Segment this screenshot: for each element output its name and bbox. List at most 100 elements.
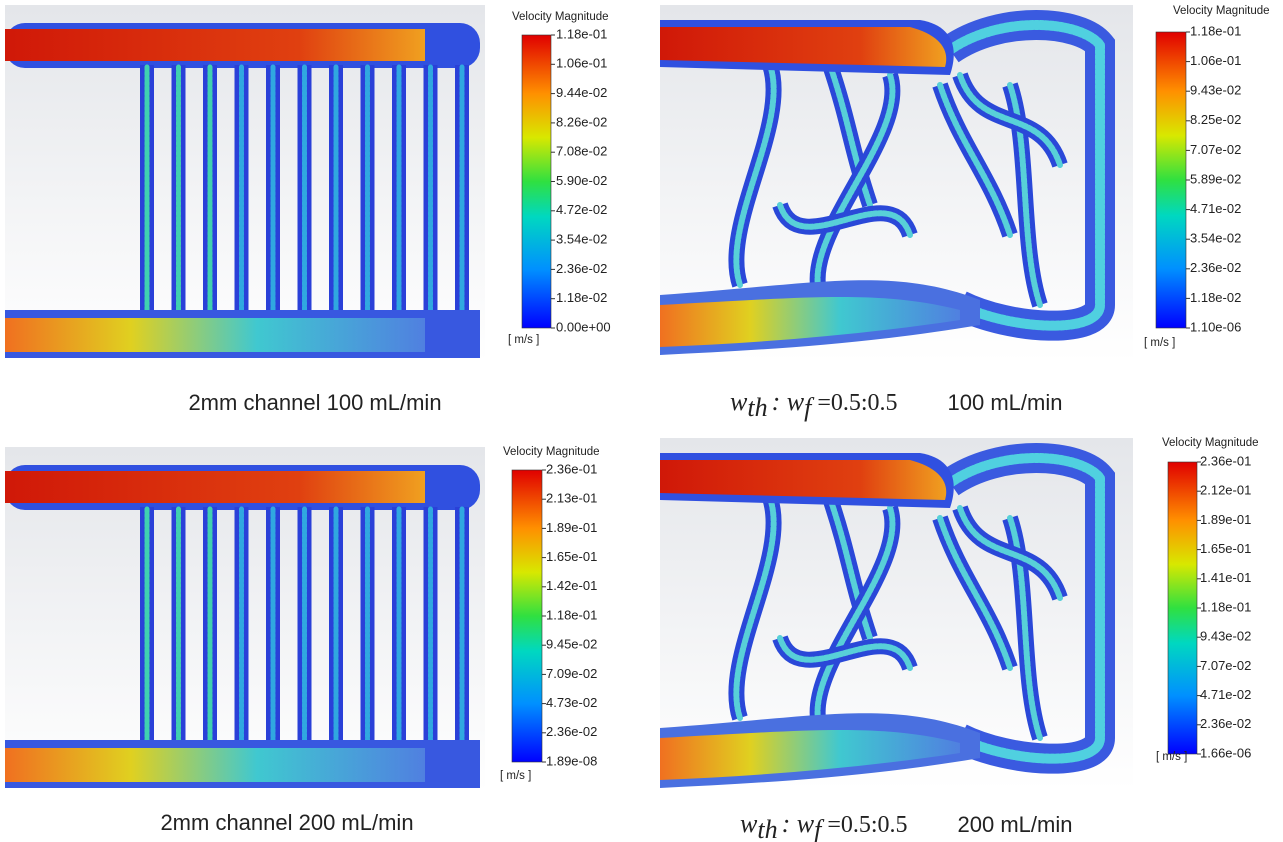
- ratio: =0.5:0.5: [827, 812, 907, 838]
- colorbar-label: 5.89e-02: [1190, 171, 1241, 186]
- flow-rate: 200 mL/min: [958, 812, 1073, 837]
- legend-unit: [ m/s ]: [1144, 337, 1175, 349]
- colorbar-label: 1.18e-02: [556, 290, 607, 305]
- flow-vectors: [777, 202, 913, 238]
- inlet-core: [660, 460, 947, 500]
- colorbar-label: 1.66e-06: [1200, 745, 1251, 760]
- separator: : w: [782, 809, 815, 838]
- subscript: f: [804, 393, 815, 422]
- colorbar-label: 9.43e-02: [1200, 629, 1251, 644]
- colorbar: [1155, 31, 1187, 329]
- colorbar-label: 9.43e-02: [1190, 83, 1241, 98]
- inlet-core: [5, 29, 425, 61]
- colorbar-label: 1.06e-01: [556, 56, 607, 71]
- legend-title: Velocity Magnitude: [1173, 5, 1270, 17]
- flow-vectors: [957, 505, 1063, 601]
- colorbar-label: 1.89e-01: [546, 520, 597, 535]
- outlet-core: [5, 318, 425, 352]
- colorbar-label: 7.09e-02: [546, 666, 597, 681]
- colorbar-label: 2.12e-01: [1200, 483, 1251, 498]
- colorbar-label: 7.07e-02: [1190, 142, 1241, 157]
- colorbar: [521, 34, 552, 329]
- flow-vectors: [957, 72, 1063, 168]
- colorbar-label: 8.25e-02: [1190, 112, 1241, 127]
- colorbar-label: 2.36e-02: [556, 261, 607, 276]
- subscript: th: [757, 815, 777, 842]
- subscript: th: [747, 393, 767, 422]
- colorbar-label: 1.42e-01: [546, 578, 597, 593]
- colorbar-label: 2.36e-02: [1200, 716, 1251, 731]
- colorbar-label: 1.18e-01: [556, 26, 607, 41]
- colorbar-label: 3.54e-02: [1190, 231, 1241, 246]
- colorbar-label: 7.07e-02: [1200, 658, 1251, 673]
- colorbar-label: 2.36e-01: [1200, 453, 1251, 468]
- flow-vectors: [827, 495, 873, 641]
- colorbar-label: 1.89e-01: [1200, 512, 1251, 527]
- inlet-core: [5, 471, 425, 503]
- separator: : w: [772, 387, 805, 416]
- subscript: f: [814, 815, 825, 842]
- colorbar-label: 3.54e-02: [556, 232, 607, 247]
- panel: Velocity Magnitude 1.18e-01 1.06e-01 9.43e-…: [660, 5, 1270, 422]
- flow-vectors: [945, 453, 1105, 764]
- colorbar-label: 8.26e-02: [556, 114, 607, 129]
- colorbar-label: 4.71e-02: [1190, 201, 1241, 216]
- colorbar-label: 2.36e-02: [546, 724, 597, 739]
- colorbar-label: 1.10e-06: [1190, 319, 1241, 334]
- caption: wth: wf =0.5:0.5 100 mL/min: [730, 387, 1062, 422]
- flow-vectors: [1007, 82, 1043, 308]
- flow-vectors: [937, 82, 1013, 238]
- colorbar-label: 9.44e-02: [556, 85, 607, 100]
- colorbar-label: 1.65e-01: [1200, 541, 1251, 556]
- outlet-core: [5, 748, 425, 782]
- colorbar-label: 4.72e-02: [556, 202, 607, 217]
- legend-title: Velocity Magnitude: [1162, 437, 1259, 449]
- colorbar-label: 1.41e-01: [1200, 570, 1251, 585]
- flow-vectors: [937, 515, 1013, 671]
- flow-vectors: [814, 505, 896, 731]
- inlet-core: [660, 27, 947, 67]
- symbol: w: [740, 809, 758, 838]
- colorbar-label: 9.45e-02: [546, 637, 597, 652]
- colorbar-label: 1.18e-01: [1200, 599, 1251, 614]
- legend-unit: [ m/s ]: [500, 770, 531, 782]
- flow-vectors: [733, 495, 777, 721]
- outlet-core: [660, 296, 960, 347]
- colorbar-label: 1.18e-01: [1190, 23, 1241, 38]
- colorbar-label: 4.71e-02: [1200, 687, 1251, 702]
- colorbar-label: 0.00e+00: [556, 319, 611, 334]
- colorbar-label: 4.73e-02: [546, 695, 597, 710]
- flow-vectors: [827, 62, 873, 208]
- flow-vectors: [733, 62, 777, 288]
- outlet-core: [660, 729, 960, 780]
- colorbar: [511, 469, 543, 763]
- colorbar-label: 5.90e-02: [556, 173, 607, 188]
- colorbar-label: 1.65e-01: [546, 549, 597, 564]
- caption: wth: wf =0.5:0.5 200 mL/min: [740, 809, 1072, 842]
- legend-title: Velocity Magnitude: [503, 446, 600, 458]
- ratio: =0.5:0.5: [817, 390, 897, 416]
- flow-vectors: [945, 20, 1105, 331]
- legend-unit: [ m/s ]: [508, 334, 539, 346]
- legend-unit: [ m/s ]: [1156, 751, 1187, 763]
- panel: Velocity Magnitude 2.36e-01 2.13e-01 1.89e-…: [5, 446, 600, 835]
- symbol: w: [730, 387, 748, 416]
- colorbar-label: 2.36e-01: [546, 461, 597, 476]
- caption: 2mm channel 100 mL/min: [188, 390, 441, 415]
- colorbar-label: 1.06e-01: [1190, 53, 1241, 68]
- flow-vectors: [777, 635, 913, 671]
- flow-rate: 100 mL/min: [948, 390, 1063, 415]
- flow-vectors: [814, 72, 896, 298]
- colorbar: [1167, 461, 1198, 755]
- legend-title: Velocity Magnitude: [512, 11, 609, 23]
- panel: Velocity Magnitude 2.36e-01 2.12e-01 1.89e-…: [660, 437, 1259, 842]
- colorbar-label: 1.18e-01: [546, 607, 597, 622]
- caption: 2mm channel 200 mL/min: [160, 810, 413, 835]
- flow-vectors: [1007, 515, 1043, 741]
- colorbar-label: 7.08e-02: [556, 144, 607, 159]
- panel: Velocity Magnitude 1.18e-01 1.06e-01 9.44e-…: [5, 5, 611, 415]
- colorbar-label: 1.89e-08: [546, 753, 597, 768]
- colorbar-label: 1.18e-02: [1190, 290, 1241, 305]
- colorbar-label: 2.13e-01: [546, 491, 597, 506]
